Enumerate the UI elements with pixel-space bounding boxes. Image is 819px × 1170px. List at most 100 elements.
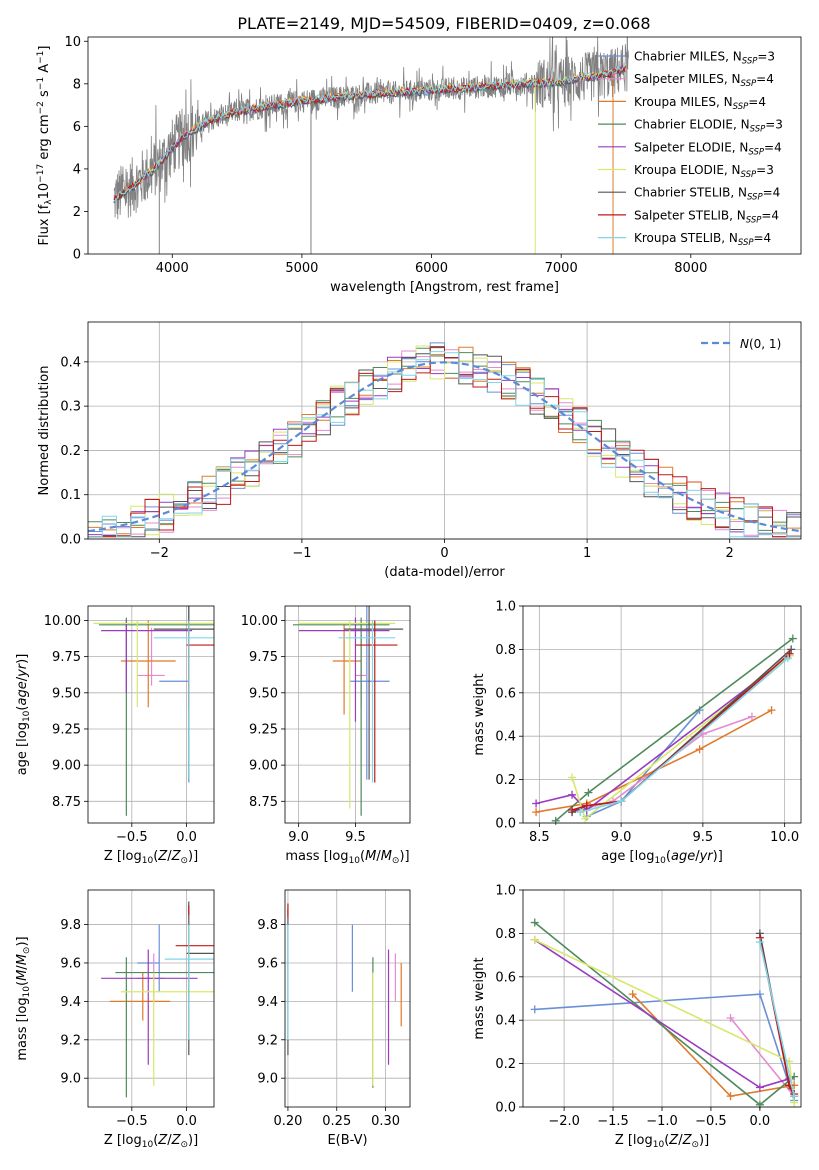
y-tick-label: 9.00 [249, 759, 278, 774]
label-part: −17 [36, 164, 46, 183]
weight-marker [530, 935, 539, 944]
label-part: Z [157, 1133, 168, 1148]
axes-frame [284, 605, 411, 824]
weight-marker [755, 990, 764, 999]
x-tick-label: −2.0 [548, 1114, 580, 1129]
axes-frame [284, 889, 411, 1108]
histogram-series [88, 351, 801, 538]
weight-marker [628, 990, 637, 999]
y-tick-label: 9.2 [257, 1033, 278, 1048]
legend-label-sub: SSP [746, 215, 762, 225]
label-part: yr [699, 849, 715, 864]
label-part: 10 [37, 183, 52, 200]
weight-marker [767, 706, 776, 715]
label-part: Z [171, 1133, 182, 1148]
legend-label-tail: =4 [756, 72, 774, 86]
y-tick-label: 9.50 [249, 686, 278, 701]
y-tick-label: 9.25 [249, 722, 278, 737]
label-part: Z [171, 849, 182, 864]
x-tick-label: 9.0 [288, 830, 309, 845]
normal-curve [88, 361, 801, 533]
label-part: ( [15, 981, 30, 986]
x-tick-label: −1.0 [646, 1114, 678, 1129]
legend-label: Chabrier ELODIE, NSSP=3 [634, 118, 783, 135]
x-tick-label: 1 [583, 546, 591, 561]
legend-label-base: Chabrier ELODIE, N [634, 118, 750, 132]
y-tick-label: 2 [73, 205, 81, 220]
label-part: 10 [349, 856, 361, 866]
weight-marker [755, 1083, 764, 1092]
label-part: )] [15, 654, 30, 664]
axes-frame [87, 36, 802, 255]
label-part: age [15, 681, 30, 705]
observed-spectrum [113, 37, 629, 220]
weight-marker [783, 654, 792, 663]
axes-frame [87, 889, 215, 1108]
weight-marker [551, 816, 560, 825]
y-tick-label: 10.00 [241, 614, 278, 629]
y-axis-label: Flux [fλ10−17 erg cm−2 s−1 A−1] [36, 46, 54, 246]
legend-label-base: Salpeter STELIB, N [634, 208, 746, 222]
label-part: Z [log [615, 1133, 653, 1148]
label-part: 10 [654, 856, 666, 866]
label-part: 10 [22, 710, 32, 722]
y-axis-label: Normed distribution [37, 366, 52, 496]
y-tick-label: 9.2 [60, 1033, 81, 1048]
label-part: λ [44, 199, 54, 205]
axes-frame [522, 605, 802, 824]
legend-label-base: Chabrier STELIB, N [634, 186, 747, 200]
weight-marker [755, 938, 764, 947]
legend-label-sub: SSP [741, 79, 757, 89]
axes-frame [87, 605, 215, 824]
label-part: 10 [22, 986, 32, 998]
weight-marker [695, 745, 704, 754]
label-part: Z [log [104, 1133, 142, 1148]
label-part: (0, 1) [749, 337, 781, 351]
label-part: mass [log [285, 849, 348, 864]
weight-marker [532, 808, 541, 817]
x-tick-label: 0.30 [371, 1114, 400, 1129]
y-tick-label: 9.00 [52, 759, 81, 774]
label-part: age [log [15, 722, 30, 775]
legend-label: Chabrier STELIB, NSSP=4 [634, 186, 780, 203]
x-tick-label: −1 [292, 546, 311, 561]
x-axis-label: mass [log10(M/M⊙)] [285, 849, 409, 866]
label-part: ( [15, 706, 30, 711]
x-axis-label: Z [log10(Z/Z⊙)] [104, 849, 198, 866]
legend-label: Salpeter STELIB, NSSP=4 [634, 208, 779, 225]
panel-weight-vs-Z: −2.0 −1.5 −1.0 −0.5 0.0 0.0 0.2 0.4 0.6 0.8 1.0 Z [… [472, 884, 802, 1150]
label-part: Z [157, 849, 168, 864]
label-part: ⊙ [180, 1140, 188, 1150]
label-part: ⊙ [180, 856, 188, 866]
legend-label-base: Kroupa MILES, N [634, 95, 733, 109]
label-part: / [678, 1133, 683, 1148]
weight-marker [584, 788, 593, 797]
x-axis-label: wavelength [Angstrom, rest frame] [330, 280, 559, 295]
weight-line [534, 921, 795, 1106]
weight-marker [787, 645, 796, 654]
y-tick-label: 0.3 [60, 400, 81, 415]
panel-spectrum: 4000 5000 6000 7000 8000 0 2 4 6 8 10 wavelength [A… [36, 35, 802, 295]
y-tick-label: 0.0 [495, 817, 516, 832]
y-tick-label: 0.1 [60, 488, 81, 503]
weight-marker [790, 1092, 799, 1101]
x-tick-label: 9.5 [693, 830, 714, 845]
label-part: / [167, 849, 172, 864]
panel-age-vs-mass: 9.0 9.5 8.75 9.00 9.25 9.50 9.75 10.00 mass [log… [241, 605, 411, 866]
y-tick-label: 8.75 [249, 795, 278, 810]
weight-marker [788, 634, 797, 643]
y-tick-label: 0.4 [495, 1014, 516, 1029]
figure-title: PLATE=2149, MJD=54509, FIBERID=0409, z=0… [237, 14, 650, 33]
label-part: ( [153, 849, 158, 864]
y-tick-label: 0.4 [60, 355, 81, 370]
label-part: )] [713, 849, 723, 864]
legend-label: Kroupa STELIB, NSSP=4 [634, 231, 771, 248]
legend-label-sub: SSP [747, 193, 763, 203]
weight-marker [747, 712, 756, 721]
legend-label-base: Kroupa ELODIE, N [634, 163, 741, 177]
y-tick-label: 9.25 [52, 722, 81, 737]
label-part: Flux [f [37, 204, 52, 245]
weight-marker [532, 799, 541, 808]
histogram-series [88, 347, 801, 538]
